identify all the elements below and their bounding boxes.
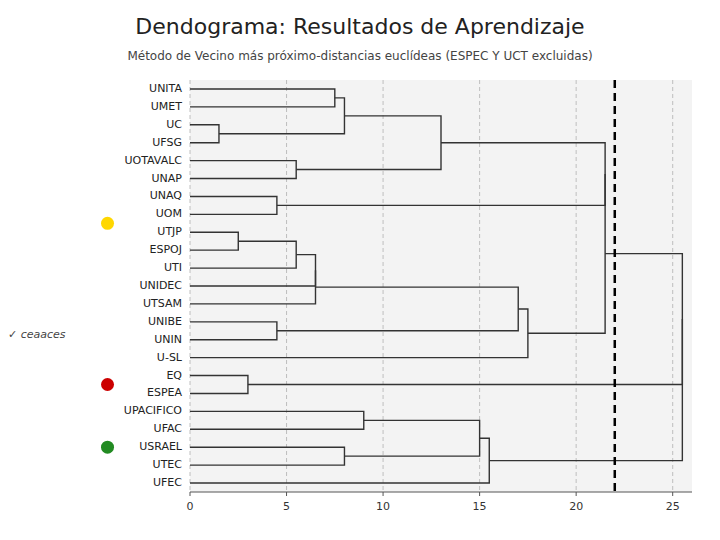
link xyxy=(190,270,316,304)
link xyxy=(277,143,605,206)
link xyxy=(190,447,344,465)
leaf-label: UTJP xyxy=(157,225,182,238)
leaf-label: UOM xyxy=(156,207,182,220)
cluster-dot xyxy=(101,217,114,230)
annotations: ✓ ceaaces xyxy=(8,328,66,341)
leaf-labels: UNITA UMET UC UFSG UOTAVALC UNAP UNAQ UOM UTJP ES… xyxy=(124,82,183,489)
leaf-label: UFEC xyxy=(153,476,182,489)
tick-label: 20 xyxy=(569,500,583,513)
links xyxy=(190,89,682,483)
link xyxy=(190,438,489,483)
leaf-label: EQ xyxy=(166,369,182,382)
leaf-label: UNIDEC xyxy=(139,279,182,292)
link xyxy=(296,116,441,170)
link xyxy=(277,287,518,331)
tick-mark xyxy=(190,492,191,496)
tick-label: 25 xyxy=(666,500,680,513)
tick-mark xyxy=(672,492,673,496)
leaf-label: UC xyxy=(166,118,182,131)
link xyxy=(190,376,248,394)
threshold-line xyxy=(614,80,617,492)
link xyxy=(190,196,277,214)
grid-line xyxy=(576,80,577,492)
axis-line xyxy=(190,492,692,493)
grid-line xyxy=(672,80,673,492)
link xyxy=(489,319,682,461)
grid xyxy=(190,80,673,492)
link xyxy=(528,174,605,333)
cluster-dots xyxy=(101,217,114,454)
tick-mark xyxy=(479,492,480,496)
x-axis: 0 5 10 15 20 25 xyxy=(187,492,693,513)
link xyxy=(190,232,238,250)
leaf-label: UMET xyxy=(151,100,182,113)
cluster-dot xyxy=(101,378,114,391)
tick-mark xyxy=(286,492,287,496)
leaf-label: UPACIFICO xyxy=(124,404,182,417)
leaf-label: UTI xyxy=(164,261,182,274)
tick-label: 10 xyxy=(376,500,390,513)
tick-label: 0 xyxy=(187,500,194,513)
chart: Dendograma: Resultados de Aprendizaje Mét… xyxy=(0,0,720,540)
tick-mark xyxy=(576,492,577,496)
link xyxy=(190,161,296,179)
leaf-label: UTSAM xyxy=(143,297,182,310)
link xyxy=(190,255,316,286)
leaf-label: UNAQ xyxy=(150,189,183,202)
leaf-label: USRAEL xyxy=(139,440,183,453)
subtitle: Método de Vecino más próximo-distancias … xyxy=(127,49,592,63)
annotation: ✓ ceaaces xyxy=(8,328,66,341)
link xyxy=(190,309,528,358)
leaf-label: ESPEA xyxy=(147,386,183,399)
leaf-label: UNAP xyxy=(152,172,183,185)
leaf-label: UNIBE xyxy=(148,315,182,328)
plot-area xyxy=(190,80,692,492)
link xyxy=(248,254,682,385)
link xyxy=(190,89,335,107)
link xyxy=(219,98,345,134)
link xyxy=(190,125,219,143)
leaf-label: UOTAVALC xyxy=(124,154,182,167)
grid-line xyxy=(383,80,384,492)
title: Dendograma: Resultados de Aprendizaje xyxy=(135,14,584,39)
link xyxy=(190,411,364,429)
tick-mark xyxy=(383,492,384,496)
leaf-label: U-SL xyxy=(157,351,183,364)
leaf-label: ESPOJ xyxy=(150,243,182,256)
leaf-label: UFSG xyxy=(152,136,182,149)
link xyxy=(190,241,296,268)
link xyxy=(190,322,277,340)
cluster-dot xyxy=(101,441,114,454)
tick-label: 15 xyxy=(473,500,487,513)
leaf-label: UFAC xyxy=(154,422,183,435)
threshold-group xyxy=(614,80,615,492)
leaf-label: UTEC xyxy=(153,458,183,471)
link xyxy=(344,420,479,456)
leaf-label: UNIN xyxy=(154,333,182,346)
leaf-label: UNITA xyxy=(149,82,182,95)
tick-label: 5 xyxy=(283,500,290,513)
